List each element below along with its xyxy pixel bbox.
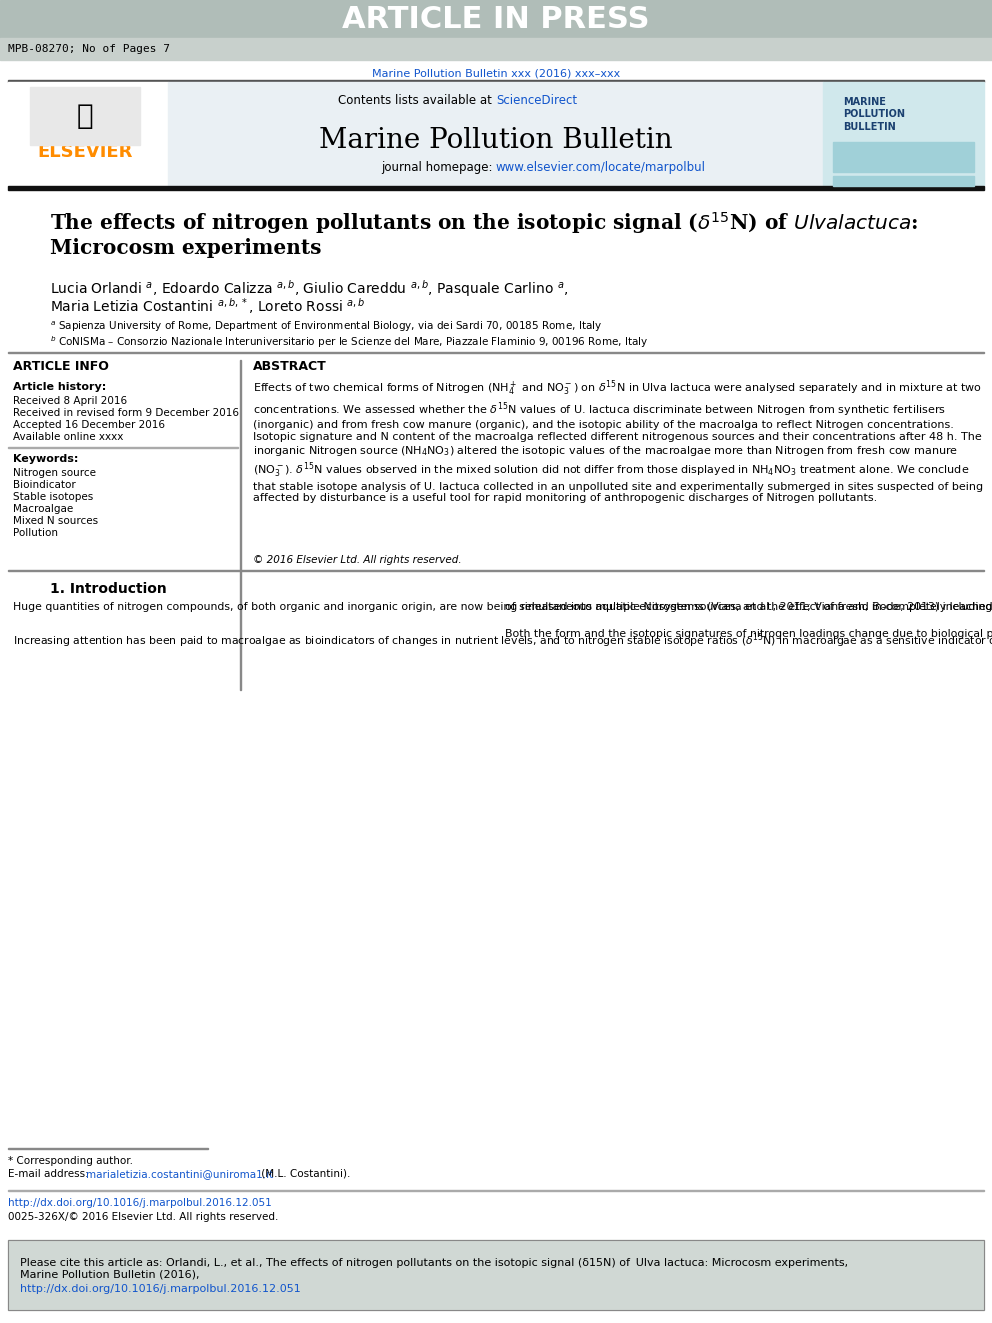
Text: 0025-326X/© 2016 Elsevier Ltd. All rights reserved.: 0025-326X/© 2016 Elsevier Ltd. All right… xyxy=(8,1212,279,1222)
Text: Mixed N sources: Mixed N sources xyxy=(13,516,98,527)
Text: ScienceDirect: ScienceDirect xyxy=(496,94,577,106)
Text: journal homepage:: journal homepage: xyxy=(381,160,496,173)
Text: (M.L. Costantini).: (M.L. Costantini). xyxy=(258,1170,350,1179)
Text: marialetizia.costantini@uniroma1.it: marialetizia.costantini@uniroma1.it xyxy=(86,1170,273,1179)
Text: Keywords:: Keywords: xyxy=(13,454,78,464)
Text: 1. Introduction: 1. Introduction xyxy=(50,582,167,595)
Text: Effects of two chemical forms of Nitrogen (NH$_4^+$ and NO$_3^-$) on $\delta^{15: Effects of two chemical forms of Nitroge… xyxy=(253,378,983,504)
Text: of simultaneous multiple Nitrogen sources, and the effect of fresh, in-completel: of simultaneous multiple Nitrogen source… xyxy=(505,602,992,639)
Bar xyxy=(30,87,140,146)
Text: 🌳: 🌳 xyxy=(76,102,93,130)
Bar xyxy=(8,187,984,191)
Text: MPB-08270; No of Pages 7: MPB-08270; No of Pages 7 xyxy=(8,44,170,54)
Text: Accepted 16 December 2016: Accepted 16 December 2016 xyxy=(13,419,165,430)
Text: ELSEVIER: ELSEVIER xyxy=(38,143,133,161)
Text: * Corresponding author.: * Corresponding author. xyxy=(8,1156,133,1166)
Text: Bioindicator: Bioindicator xyxy=(13,480,75,490)
Text: Received in revised form 9 December 2016: Received in revised form 9 December 2016 xyxy=(13,407,239,418)
Text: $^{b}$ CoNISMa – Consorzio Nazionale Interuniversitario per le Scienze del Mare,: $^{b}$ CoNISMa – Consorzio Nazionale Int… xyxy=(50,333,649,349)
Text: http://dx.doi.org/10.1016/j.marpolbul.2016.12.051: http://dx.doi.org/10.1016/j.marpolbul.20… xyxy=(20,1285,301,1294)
Text: Marine Pollution Bulletin: Marine Pollution Bulletin xyxy=(319,127,673,153)
Bar xyxy=(8,1240,984,1310)
Bar xyxy=(8,82,168,185)
Text: ARTICLE INFO: ARTICLE INFO xyxy=(13,360,109,373)
Text: ABSTRACT: ABSTRACT xyxy=(253,360,326,373)
Text: ARTICLE IN PRESS: ARTICLE IN PRESS xyxy=(342,5,650,34)
Text: Contents lists available at: Contents lists available at xyxy=(338,94,496,106)
Text: Article history:: Article history: xyxy=(13,382,106,392)
Bar xyxy=(0,38,992,60)
Text: www.elsevier.com/locate/marpolbul: www.elsevier.com/locate/marpolbul xyxy=(496,160,706,173)
Text: Please cite this article as: Orlandi, L., et al., The effects of nitrogen pollut: Please cite this article as: Orlandi, L.… xyxy=(20,1258,848,1279)
Text: Macroalgae: Macroalgae xyxy=(13,504,73,515)
Bar xyxy=(8,1240,984,1310)
Bar xyxy=(0,0,992,38)
Text: Marine Pollution Bulletin xxx (2016) xxx–xxx: Marine Pollution Bulletin xxx (2016) xxx… xyxy=(372,67,620,78)
Text: http://dx.doi.org/10.1016/j.marpolbul.2016.12.051: http://dx.doi.org/10.1016/j.marpolbul.20… xyxy=(8,1199,272,1208)
Text: Microcosm experiments: Microcosm experiments xyxy=(50,238,321,258)
Text: Nitrogen source: Nitrogen source xyxy=(13,468,96,478)
Text: MARINE
POLLUTION
BULLETIN: MARINE POLLUTION BULLETIN xyxy=(843,97,905,132)
Text: Huge quantities of nitrogen compounds, of both organic and inorganic origin, are: Huge quantities of nitrogen compounds, o… xyxy=(13,602,992,650)
Text: E-mail address:: E-mail address: xyxy=(8,1170,92,1179)
Text: Stable isotopes: Stable isotopes xyxy=(13,492,93,501)
Bar xyxy=(833,142,974,172)
Text: $^{a}$ Sapienza University of Rome, Department of Environmental Biology, via dei: $^{a}$ Sapienza University of Rome, Depa… xyxy=(50,320,602,335)
Text: The effects of nitrogen pollutants on the isotopic signal ($\delta^{15}$N) of $\: The effects of nitrogen pollutants on th… xyxy=(50,210,919,235)
Bar xyxy=(168,82,823,185)
Text: Pollution: Pollution xyxy=(13,528,58,538)
Text: Received 8 April 2016: Received 8 April 2016 xyxy=(13,396,127,406)
Text: © 2016 Elsevier Ltd. All rights reserved.: © 2016 Elsevier Ltd. All rights reserved… xyxy=(253,556,461,565)
Text: Maria Letizia Costantini $^{a,b,*}$, Loreto Rossi $^{a,b}$: Maria Letizia Costantini $^{a,b,*}$, Lor… xyxy=(50,296,366,316)
Text: Lucia Orlandi $^{a}$, Edoardo Calizza $^{a,b}$, Giulio Careddu $^{a,b}$, Pasqual: Lucia Orlandi $^{a}$, Edoardo Calizza $^… xyxy=(50,278,568,299)
Bar xyxy=(833,176,974,187)
Bar xyxy=(823,82,984,185)
Bar xyxy=(8,79,984,82)
Text: Available online xxxx: Available online xxxx xyxy=(13,433,123,442)
